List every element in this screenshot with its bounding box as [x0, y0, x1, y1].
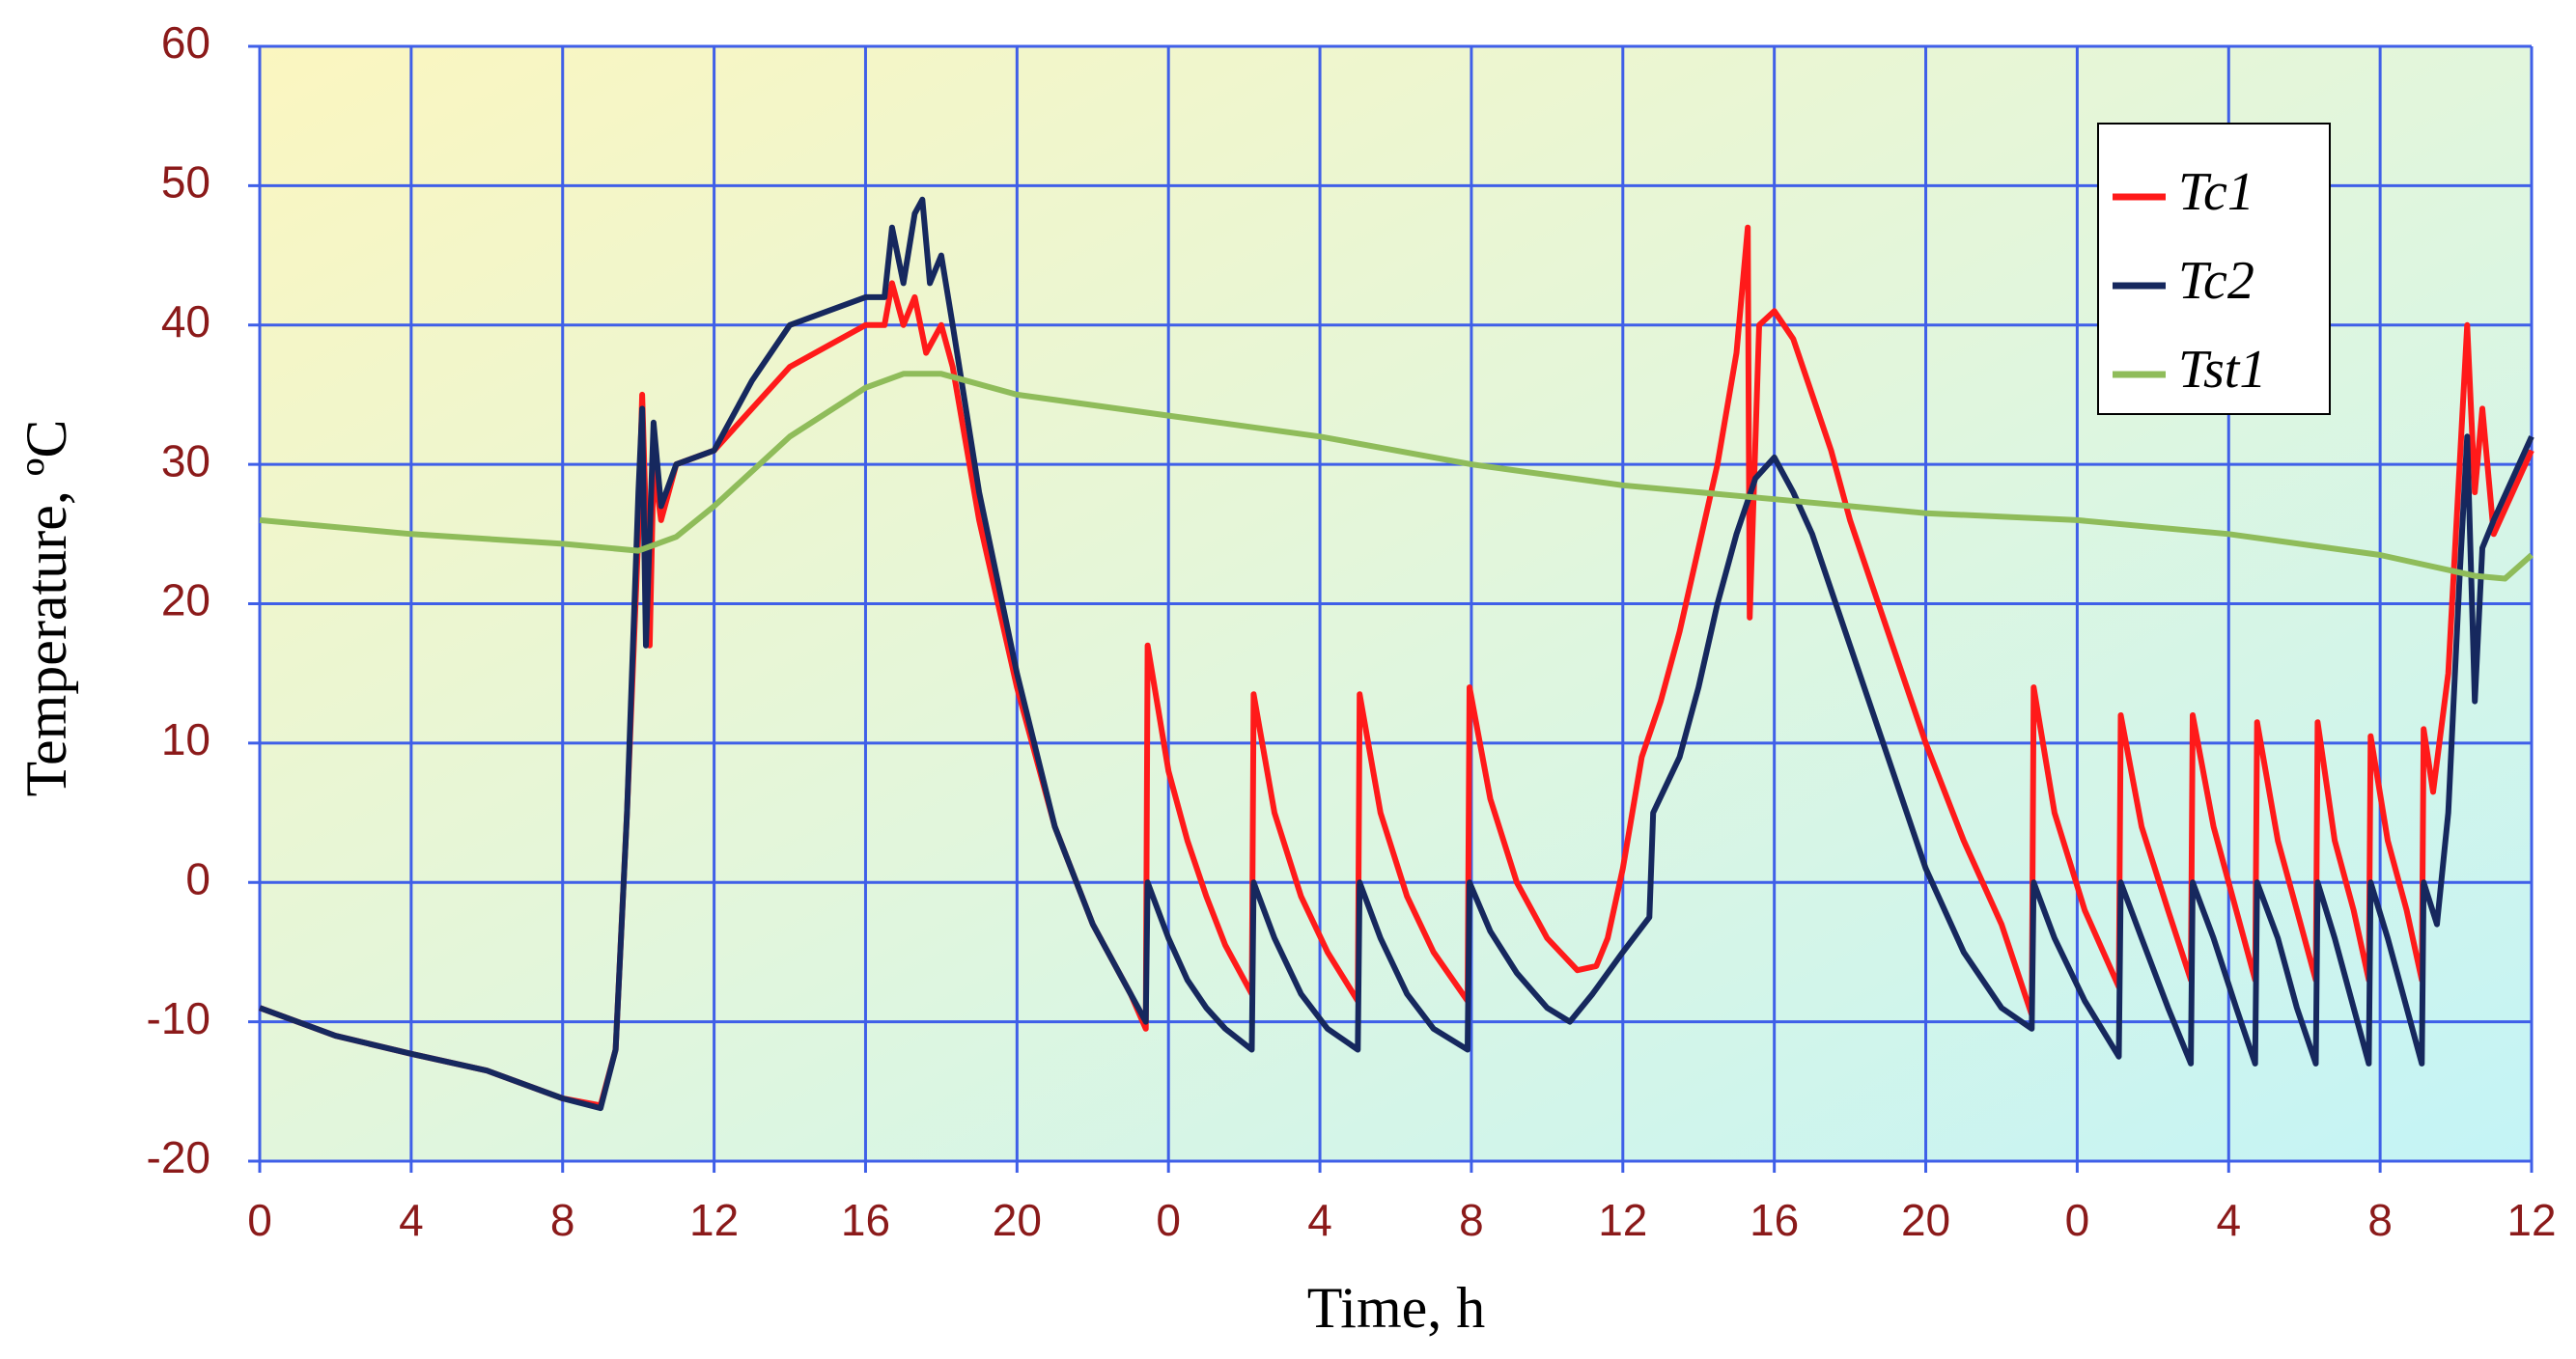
- y-tick-label: 20: [161, 575, 210, 625]
- x-tick-label: 20: [993, 1195, 1042, 1245]
- legend: Tc1 Tc2 Tst1: [2097, 123, 2331, 415]
- x-tick-label: 0: [2065, 1195, 2090, 1245]
- x-tick-label: 4: [2216, 1195, 2241, 1245]
- x-tick-label: 4: [399, 1195, 424, 1245]
- x-tick-label: 8: [2367, 1195, 2393, 1245]
- y-tick-label: 60: [161, 17, 210, 68]
- x-axis-title: Time, h: [1307, 1276, 1486, 1340]
- y-tick-label: 30: [161, 435, 210, 485]
- x-tick-label: 12: [689, 1195, 739, 1245]
- x-tick-label: 20: [1901, 1195, 1950, 1245]
- series-line: [259, 371, 2534, 582]
- legend-label: Tc1: [2178, 162, 2254, 222]
- y-tick-label: 40: [161, 296, 210, 347]
- x-tick-label: 4: [1307, 1195, 1332, 1245]
- series-line: [258, 196, 2534, 1112]
- x-tick-label: 12: [2506, 1195, 2556, 1245]
- x-tick-label: 16: [841, 1195, 890, 1245]
- x-tick-label: 12: [1598, 1195, 1647, 1245]
- legend-label: Tc2: [2178, 251, 2254, 311]
- x-tick-label: 0: [247, 1195, 272, 1245]
- y-tick-label: -10: [147, 993, 210, 1043]
- y-tick-label: 0: [185, 853, 210, 903]
- y-tick-label: 10: [161, 714, 210, 764]
- y-axis-title: Temperature, ºC: [14, 420, 78, 797]
- x-tick-label: 16: [1750, 1195, 1799, 1245]
- legend-box: [2097, 123, 2331, 415]
- y-tick-label: 50: [161, 157, 210, 208]
- x-tick-label: 8: [1459, 1195, 1484, 1245]
- x-tick-label: 0: [1156, 1195, 1181, 1245]
- y-tick-label: -20: [147, 1132, 210, 1182]
- x-tick-label: 8: [550, 1195, 575, 1245]
- legend-label: Tst1: [2178, 340, 2266, 400]
